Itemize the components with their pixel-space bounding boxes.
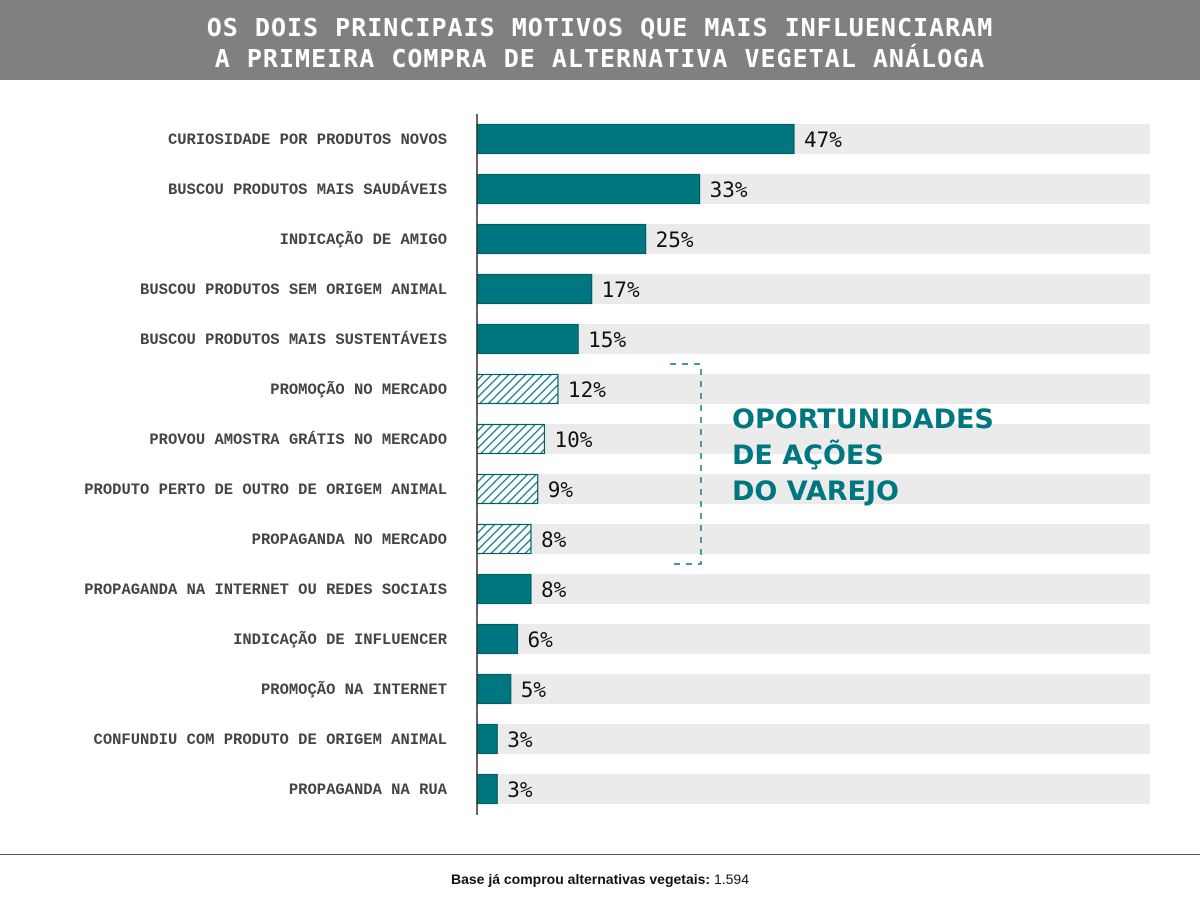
bar — [476, 323, 579, 355]
value-label: 6% — [527, 628, 553, 652]
chart-title: OS DOIS PRINCIPAIS MOTIVOS QUE MAIS INFL… — [0, 0, 1200, 80]
category-label: PROPAGANDA NA INTERNET OU REDES SOCIAIS — [84, 581, 447, 599]
bar-track — [477, 474, 1150, 504]
bar — [476, 373, 559, 405]
bar — [476, 223, 647, 255]
chart-title-line-1: OS DOIS PRINCIPAIS MOTIVOS QUE MAIS INFL… — [206, 13, 994, 42]
value-label: 33% — [710, 178, 748, 202]
bar — [476, 723, 498, 755]
bar-track — [477, 524, 1150, 554]
callout-line-2: DE AÇÕES — [732, 440, 884, 471]
category-label: PROPAGANDA NA RUA — [289, 781, 448, 799]
bar — [476, 773, 498, 805]
value-label: 47% — [804, 128, 842, 152]
bar-track — [477, 324, 1150, 354]
category-label: INDICAÇÃO DE AMIGO — [280, 231, 447, 249]
category-label: BUSCOU PRODUTOS MAIS SAUDÁVEIS — [168, 181, 447, 199]
opportunity-callout: OPORTUNIDADES DE AÇÕES DO VAREJO — [732, 402, 994, 510]
value-label: 17% — [602, 278, 640, 302]
footer-divider — [0, 854, 1200, 855]
footer-value: 1.594 — [713, 871, 750, 887]
bar — [476, 573, 532, 605]
bar-track — [477, 774, 1150, 804]
opportunity-bracket — [670, 363, 702, 565]
bar — [476, 473, 539, 505]
category-label: INDICAÇÃO DE INFLUENCER — [233, 631, 448, 649]
value-label: 9% — [548, 478, 574, 502]
value-label: 25% — [656, 228, 694, 252]
bar — [476, 173, 701, 205]
category-label: PROMOÇÃO NO MERCADO — [270, 381, 447, 399]
footer-label: Base já comprou alternativas vegetais: — [450, 871, 711, 887]
bar — [476, 623, 519, 655]
value-label: 12% — [568, 378, 606, 402]
category-label: BUSCOU PRODUTOS MAIS SUSTENTÁVEIS — [140, 331, 447, 349]
bar-track — [477, 424, 1150, 454]
bar-track — [477, 724, 1150, 754]
footer-note: Base já comprou alternativas vegetais: 1… — [0, 871, 1200, 887]
callout-line-3: DO VAREJO — [732, 476, 899, 507]
bar-track — [477, 624, 1150, 654]
value-label: 10% — [554, 428, 592, 452]
bar-track — [477, 574, 1150, 604]
bar-track — [477, 374, 1150, 404]
bar — [476, 423, 546, 455]
category-label: CONFUNDIU COM PRODUTO DE ORIGEM ANIMAL — [94, 731, 447, 749]
category-label: PROPAGANDA NO MERCADO — [252, 531, 447, 549]
bar-track — [477, 674, 1150, 704]
value-label: 15% — [588, 328, 626, 352]
value-label: 3% — [507, 728, 533, 752]
category-label: PROVOU AMOSTRA GRÁTIS NO MERCADO — [149, 431, 447, 449]
bar — [476, 123, 795, 155]
bar — [476, 523, 532, 555]
bar — [476, 673, 512, 705]
chart-title-line-2: A PRIMEIRA COMPRA DE ALTERNATIVA VEGETAL… — [214, 44, 986, 73]
callout-line-1: OPORTUNIDADES — [732, 404, 994, 435]
category-label: CURIOSIDADE POR PRODUTOS NOVOS — [168, 131, 447, 149]
value-label: 5% — [521, 678, 547, 702]
category-label: PRODUTO PERTO DE OUTRO DE ORIGEM ANIMAL — [84, 481, 447, 499]
category-label: PROMOÇÃO NA INTERNET — [261, 681, 447, 699]
value-label: 3% — [507, 778, 533, 802]
value-label: 8% — [541, 528, 567, 552]
category-label: BUSCOU PRODUTOS SEM ORIGEM ANIMAL — [140, 281, 447, 299]
value-label: 8% — [541, 578, 567, 602]
bar — [476, 273, 593, 305]
